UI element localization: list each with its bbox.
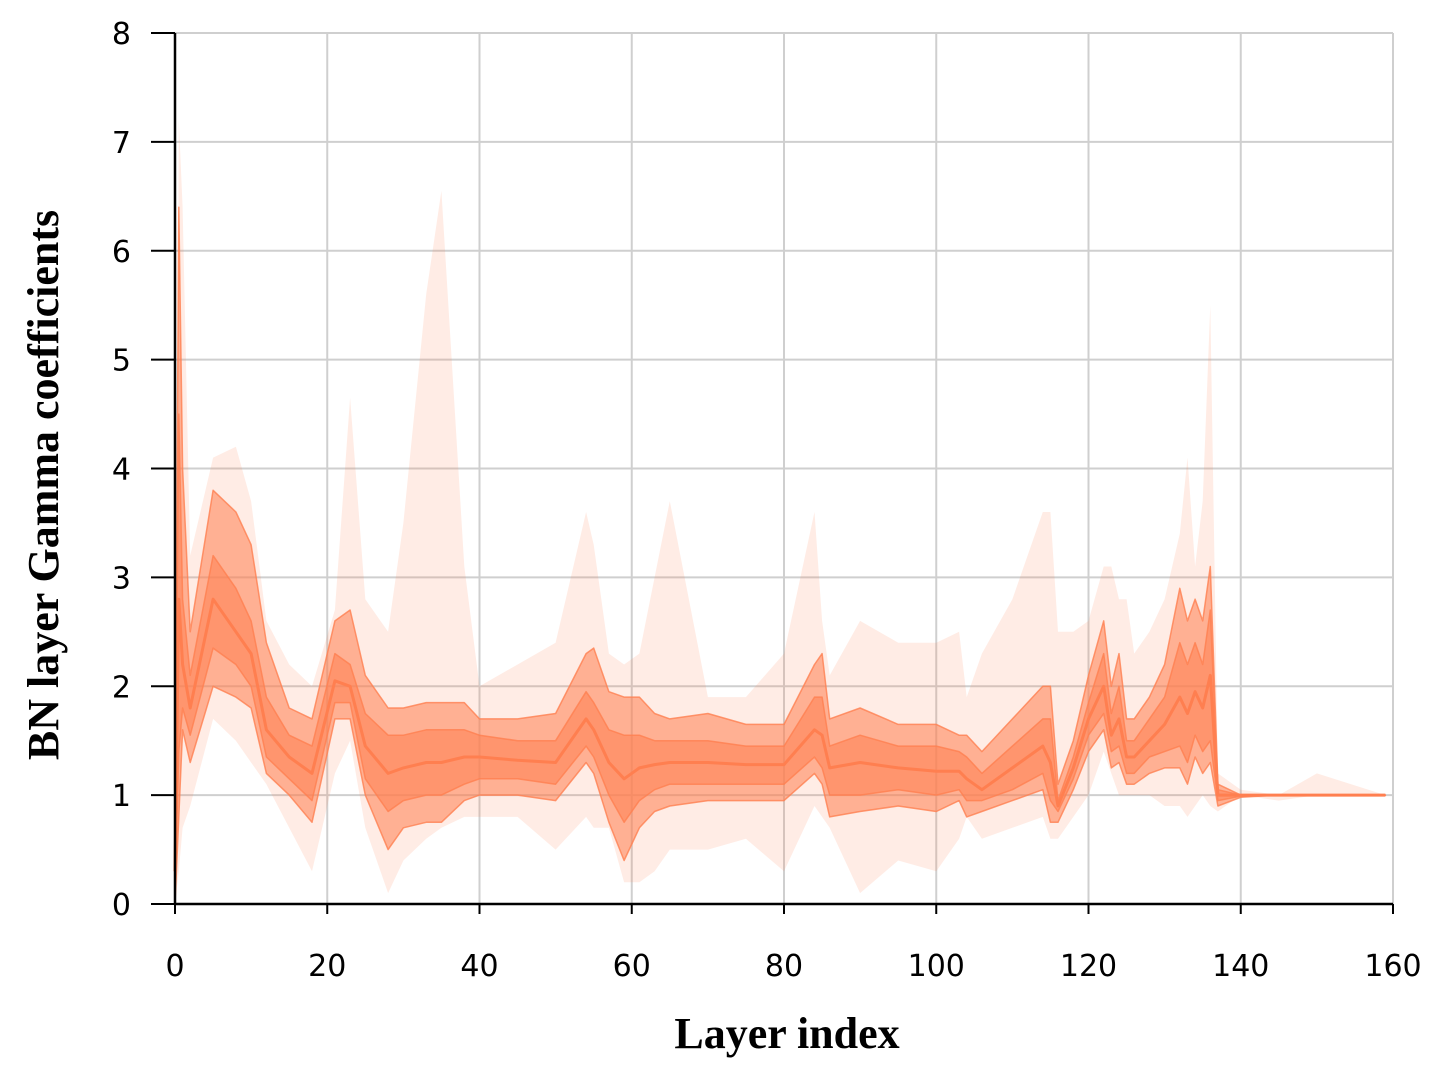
median-line <box>173 597 1386 872</box>
y-tick-label: 7 <box>112 126 131 161</box>
x-tick-label: 40 <box>460 949 498 984</box>
y-tick-label: 5 <box>112 344 131 379</box>
x-tick-label: 140 <box>1212 949 1269 984</box>
y-tick-label: 4 <box>112 453 131 488</box>
y-tick-label: 0 <box>112 888 131 923</box>
x-tick-label: 160 <box>1364 949 1421 984</box>
y-axis-title: BN layer Gamma coefficients <box>19 210 68 760</box>
x-axis-title: Layer index <box>674 1009 899 1058</box>
y-tick-label: 3 <box>112 561 131 596</box>
y-tick-label: 2 <box>112 670 131 705</box>
y-tick-label: 6 <box>112 235 131 270</box>
y-tick-label: 1 <box>112 779 131 814</box>
x-tick-label: 0 <box>165 949 184 984</box>
x-tick-label: 120 <box>1060 949 1117 984</box>
data-bands <box>173 120 1387 905</box>
x-tick-label: 80 <box>765 949 803 984</box>
x-tick-label: 60 <box>613 949 651 984</box>
x-tick-label: 20 <box>308 949 346 984</box>
x-tick-label: 100 <box>908 949 965 984</box>
tick-marks: 0 20 40 60 80 100 120 140 160 0 1 2 3 4 5 6 7 8 <box>112 17 1422 984</box>
y-tick-label: 8 <box>112 17 131 52</box>
grid-lines <box>175 32 1394 904</box>
